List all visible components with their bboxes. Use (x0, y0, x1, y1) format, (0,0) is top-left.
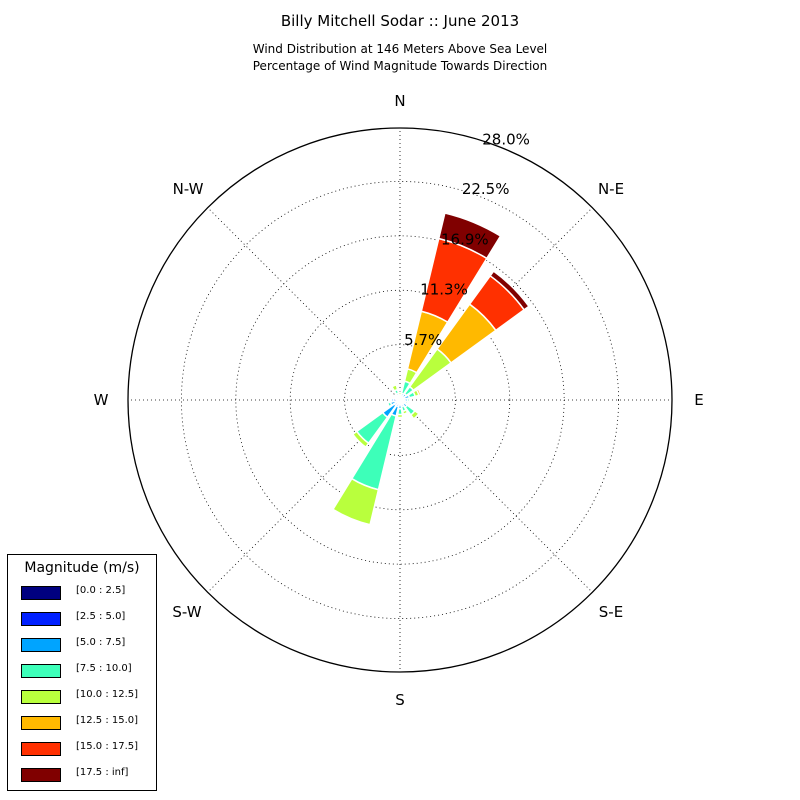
wind-wedge (489, 270, 530, 311)
legend-item: [10.0 : 12.5] (8, 684, 156, 710)
legend-label: [15.0 : 17.5] (76, 741, 139, 752)
wind-wedge (409, 409, 420, 420)
legend-label: [2.5 : 5.0] (76, 611, 126, 622)
wind-wedge (406, 397, 411, 403)
wind-wedge (415, 387, 422, 397)
wind-wedge (351, 430, 370, 449)
legend-swatch (21, 638, 61, 652)
legend-label: [5.0 : 7.5] (76, 637, 126, 648)
radial-tick-label: 5.7% (404, 331, 442, 349)
wind-wedge (401, 408, 409, 416)
grid-spoke (207, 207, 401, 401)
grid-spoke (399, 399, 593, 593)
direction-label: N-W (173, 180, 204, 198)
wind-wedge (386, 401, 393, 408)
wind-wedge (390, 383, 399, 392)
direction-label: S (395, 691, 405, 709)
legend-label: [10.0 : 12.5] (76, 689, 139, 700)
direction-label: S-W (172, 603, 201, 621)
legend-item: [15.0 : 17.5] (8, 736, 156, 762)
outer-circle (127, 127, 673, 673)
grid-spoke (207, 399, 401, 593)
radial-tick-label: 28.0% (482, 131, 530, 149)
legend-label: [17.5 : inf] (76, 767, 129, 778)
direction-label: N (394, 92, 405, 110)
legend-swatch (21, 742, 61, 756)
grid-circle (289, 289, 511, 511)
legend-swatch (21, 612, 61, 626)
legend-item: [12.5 : 15.0] (8, 710, 156, 736)
radial-tick-label: 11.3% (420, 281, 468, 299)
legend-swatch (21, 586, 61, 600)
radial-tick-label: 16.9% (441, 230, 489, 248)
wind-wedge (396, 413, 404, 419)
grid-circle (181, 181, 619, 619)
legend-item: [5.0 : 7.5] (8, 632, 156, 658)
wind-wedge (390, 397, 395, 403)
legend-label: [12.5 : 15.0] (76, 715, 139, 726)
direction-label: S-E (599, 603, 623, 621)
chart-subtitle-line2: Percentage of Wind Magnitude Towards Dir… (252, 59, 548, 73)
wind-wedge (437, 212, 502, 260)
legend: Magnitude (m/s) [0.0 : 2.5] [2.5 : 5.0] [5… (7, 554, 157, 791)
direction-label: N-E (598, 180, 624, 198)
legend-title: Magnitude (m/s) (24, 560, 140, 576)
direction-label: W (94, 391, 109, 409)
legend-item: [0.0 : 2.5] (8, 580, 156, 606)
legend-label: [0.0 : 2.5] (76, 585, 126, 596)
legend-swatch (21, 716, 61, 730)
chart-title: Billy Mitchell Sodar :: June 2013 (280, 12, 520, 30)
legend-item: [2.5 : 5.0] (8, 606, 156, 632)
legend-item: [17.5 : inf] (8, 762, 156, 788)
grid-circle (344, 344, 456, 456)
legend-label: [7.5 : 10.0] (76, 663, 132, 674)
wind-wedge (331, 477, 380, 526)
chart-subtitle-line1: Wind Distribution at 146 Meters Above Se… (252, 42, 548, 56)
legend-swatch (21, 664, 61, 678)
legend-swatch (21, 768, 61, 782)
direction-label: E (694, 391, 703, 409)
legend-item: [7.5 : 10.0] (8, 658, 156, 684)
legend-swatch (21, 690, 61, 704)
radial-tick-label: 22.5% (462, 180, 510, 198)
